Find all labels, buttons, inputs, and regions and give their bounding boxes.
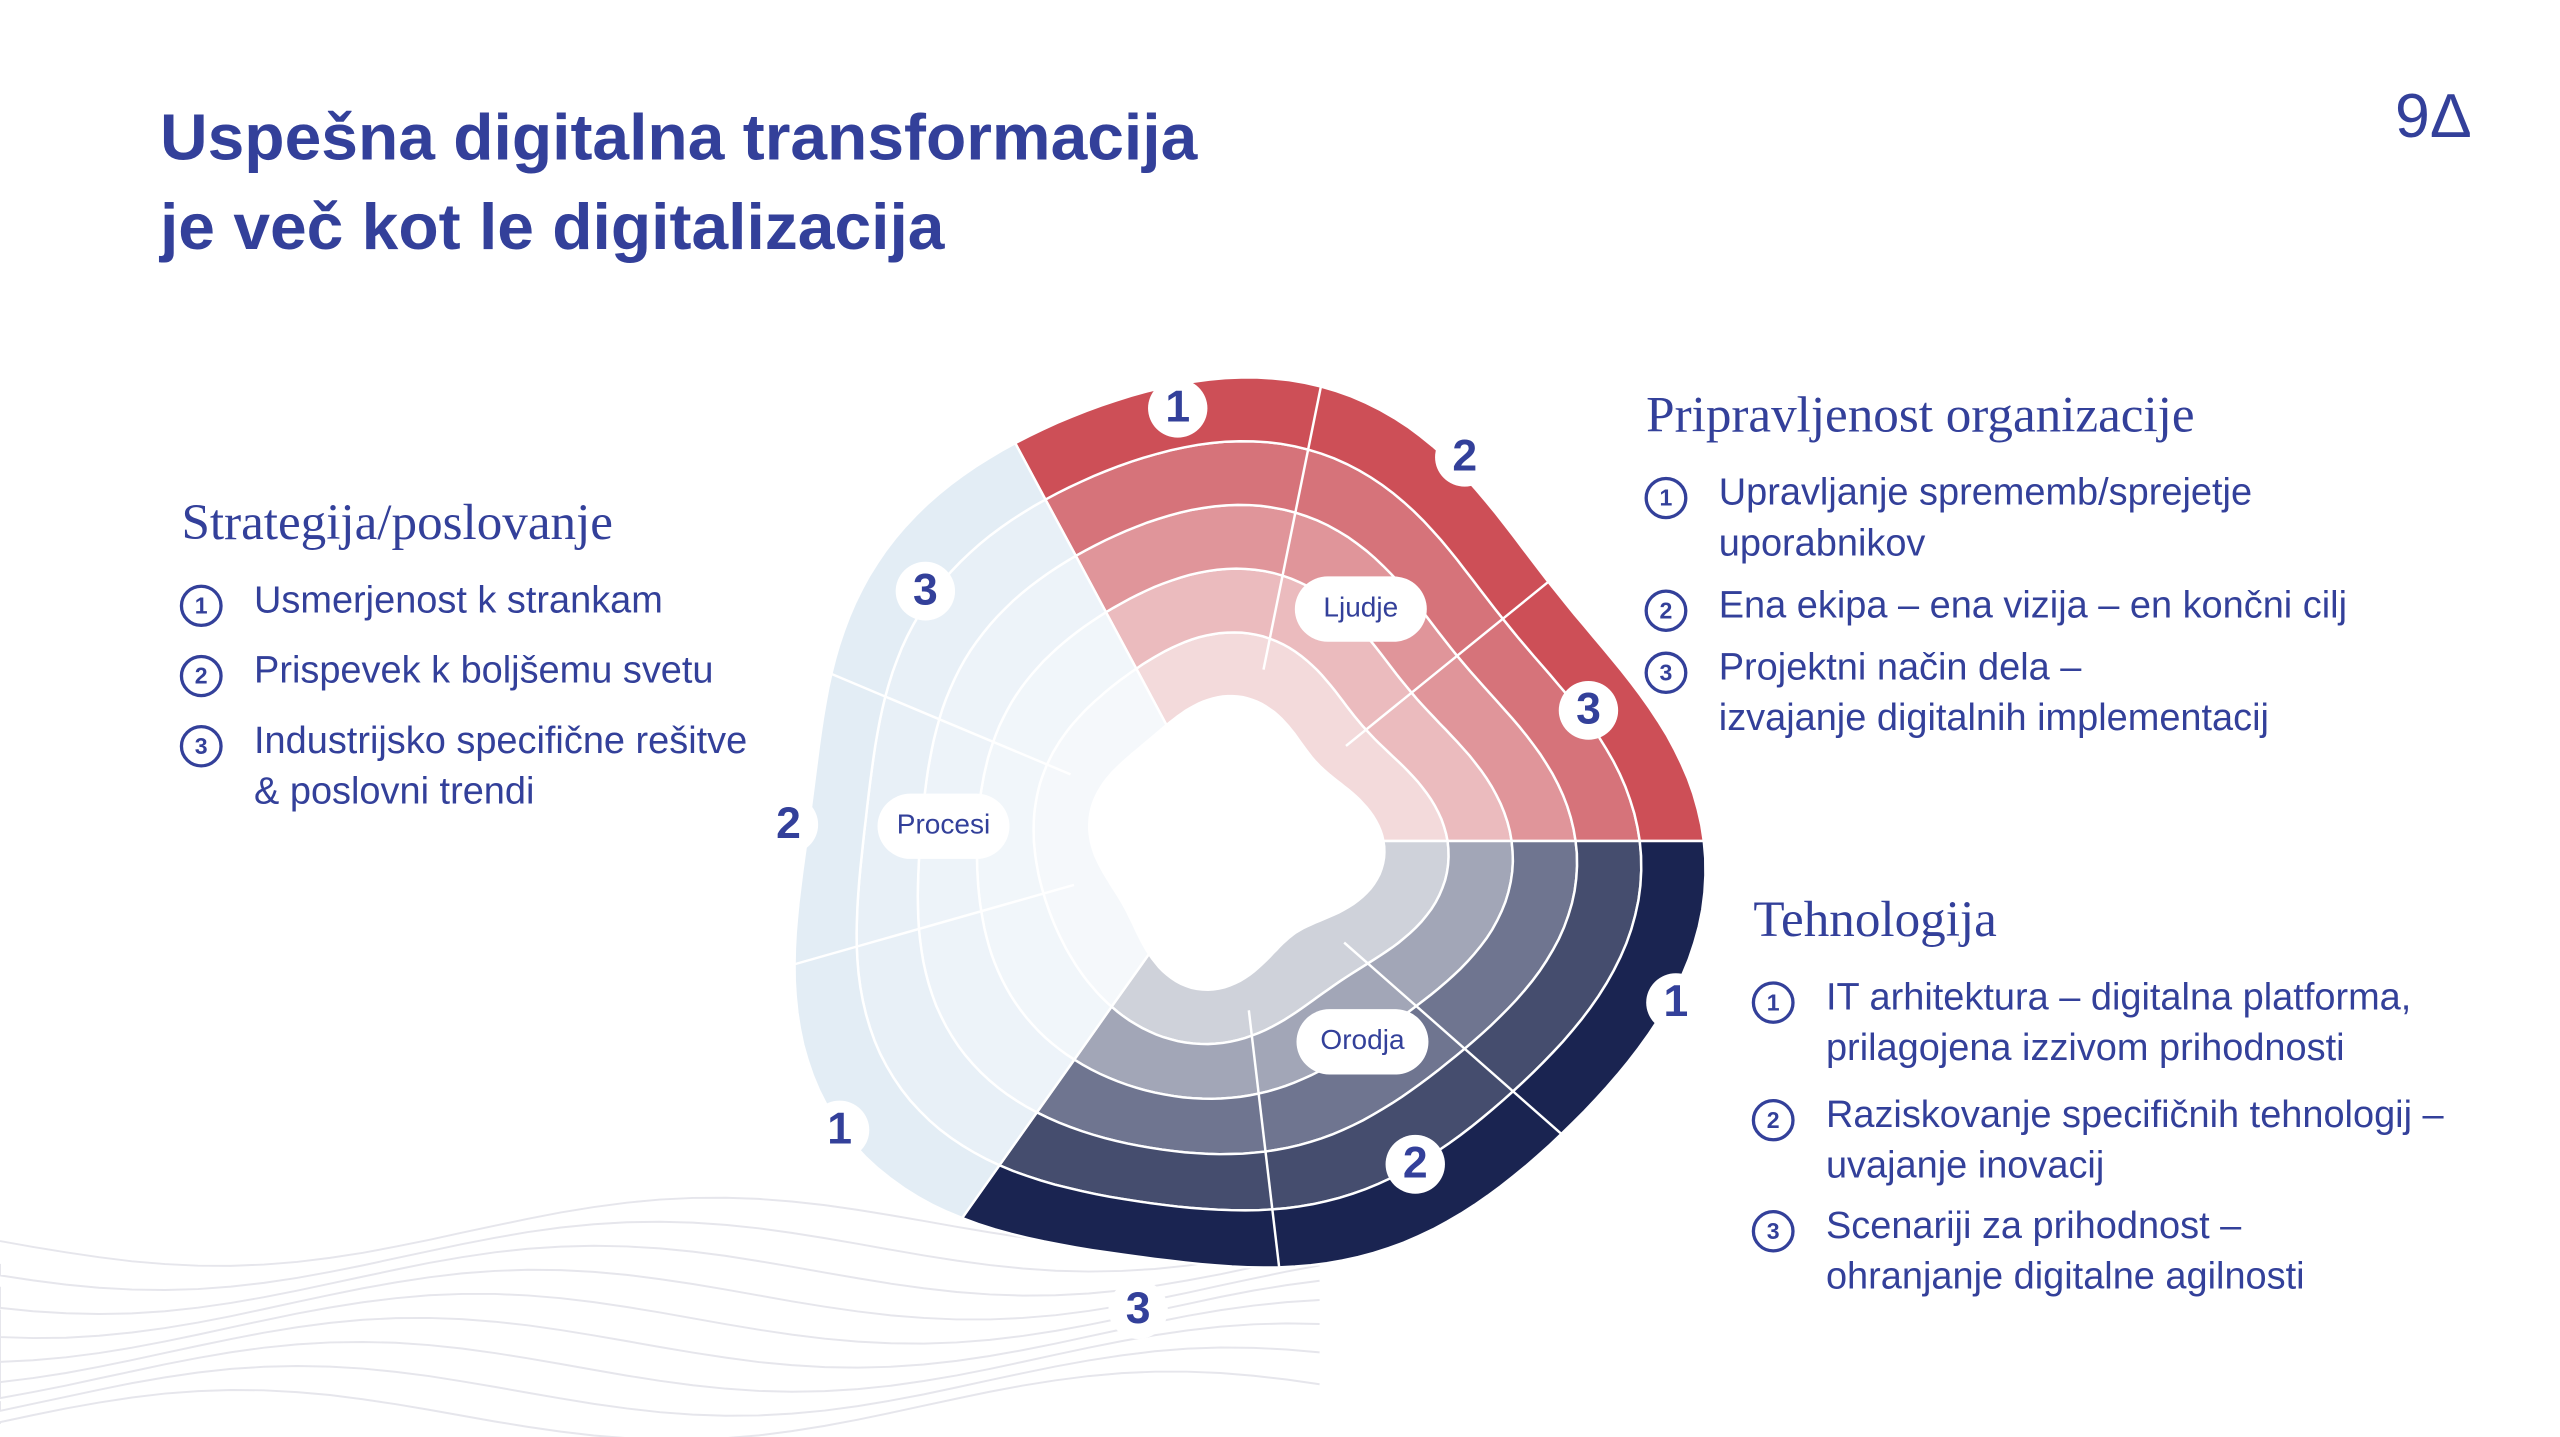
- item-number-circle: [1644, 589, 1688, 632]
- item-number: 1: [1660, 485, 1673, 511]
- item-number: 3: [1767, 1218, 1780, 1244]
- item-number-circle: [179, 654, 223, 698]
- item-text: Prispevek k boljšemu svetu: [254, 649, 713, 691]
- segment-number: 3: [1576, 685, 1601, 734]
- divider: [1345, 580, 1550, 747]
- sections: Strategija/poslovanje 1 Usmerjenost k stra…: [179, 388, 2444, 1297]
- title-line: je več kot le digitalizacija: [158, 190, 945, 263]
- item-number: 2: [1660, 597, 1673, 623]
- item-number-circle: [1751, 1210, 1795, 1253]
- item-text: uporabnikov: [1719, 521, 1926, 563]
- segment-number: 1: [1165, 383, 1190, 432]
- item-number: 1: [1767, 989, 1780, 1015]
- item-text: IT arhitektura – digitalna platforma,: [1826, 975, 2411, 1017]
- wave: [0, 1370, 1320, 1437]
- item-text: ohranjanje digitalne agilnosti: [1826, 1255, 2305, 1297]
- item-text: Industrijsko specifične rešitve: [254, 719, 747, 761]
- wave: [0, 1244, 1320, 1316]
- item-number: 1: [195, 593, 208, 619]
- item-number-circle: [179, 584, 223, 628]
- segment-label-bg: [1294, 576, 1427, 642]
- item-number: 3: [195, 733, 208, 759]
- item-text: Usmerjenost k strankam: [254, 579, 663, 621]
- number-badge: [809, 1100, 870, 1160]
- segment-number: 2: [1403, 1139, 1428, 1188]
- segment-number: 2: [1452, 432, 1477, 481]
- wave: [0, 1346, 1320, 1417]
- number-badge: [1108, 1280, 1168, 1340]
- item-text: Scenariji za prihodnost –: [1826, 1204, 2241, 1246]
- item-number-circle: [1751, 981, 1795, 1024]
- divider: [1262, 386, 1323, 670]
- number-badge: [758, 795, 819, 855]
- segment-label-bg: [1296, 1009, 1429, 1075]
- wave: [0, 1264, 1320, 1340]
- item-text: prilagojena izzivom prihodnosti: [1826, 1026, 2345, 1068]
- item-text: Projektni način dela –: [1719, 646, 2082, 688]
- wave: [0, 1279, 1320, 1363]
- item-text: izvajanje digitalnih implementacij: [1719, 696, 2269, 738]
- segment-number: 1: [1663, 977, 1688, 1026]
- logo: 9Δ: [2395, 83, 2472, 152]
- wave: [0, 1220, 1320, 1292]
- number-badge: [895, 561, 956, 621]
- diagram: Ljudje 1 2 3 Orodja 1 2 3 Procesi 1 2 3: [758, 376, 1707, 1340]
- item-number-circle: [1644, 651, 1688, 695]
- segment-number: 1: [827, 1104, 852, 1153]
- item-number: 2: [1767, 1107, 1780, 1133]
- item-text: uvajanje inovacij: [1826, 1144, 2104, 1186]
- number-badge: [1558, 680, 1619, 740]
- section-heading: Strategija/poslovanje: [181, 495, 613, 551]
- item-text: & poslovni trendi: [254, 770, 534, 812]
- section-heading: Tehnologija: [1753, 892, 1996, 948]
- number-badge: [1148, 378, 1208, 438]
- divider: [794, 883, 1075, 966]
- item-number: 3: [1660, 660, 1673, 686]
- item-text: Raziskovanje specifičnih tehnologij –: [1826, 1093, 2444, 1135]
- number-badge: [1385, 1134, 1445, 1194]
- item-number-circle: [179, 725, 223, 768]
- wave: [0, 1322, 1320, 1400]
- item-number: 2: [195, 663, 208, 689]
- number-badge: [1646, 973, 1706, 1033]
- item-text: Upravljanje sprememb/sprejetje: [1719, 471, 2252, 513]
- title-line: Uspešna digitalna transformacija: [160, 101, 1198, 174]
- number-badge: [1435, 427, 1495, 487]
- decorative-waves: [0, 1196, 1320, 1437]
- item-number-circle: [1644, 476, 1688, 520]
- segment-number: 2: [776, 799, 801, 848]
- divider: [830, 672, 1071, 776]
- section-heading: Pripravljenost organizacije: [1646, 388, 2194, 444]
- item-number-circle: [1751, 1098, 1795, 1142]
- ring-band: [793, 441, 1048, 1220]
- segment-label-bg: [877, 793, 1010, 859]
- divider: [1343, 941, 1563, 1135]
- item-text: Ena ekipa – ena vizija – en končni cilj: [1719, 584, 2347, 626]
- segment-number: 3: [1126, 1284, 1151, 1333]
- segment-label: Orodja: [1320, 1024, 1405, 1055]
- wave: [0, 1299, 1320, 1384]
- divider: [1247, 1010, 1281, 1268]
- segment-number: 3: [913, 566, 938, 615]
- segment-label: Ljudje: [1323, 592, 1398, 623]
- segment-label: Procesi: [897, 809, 990, 840]
